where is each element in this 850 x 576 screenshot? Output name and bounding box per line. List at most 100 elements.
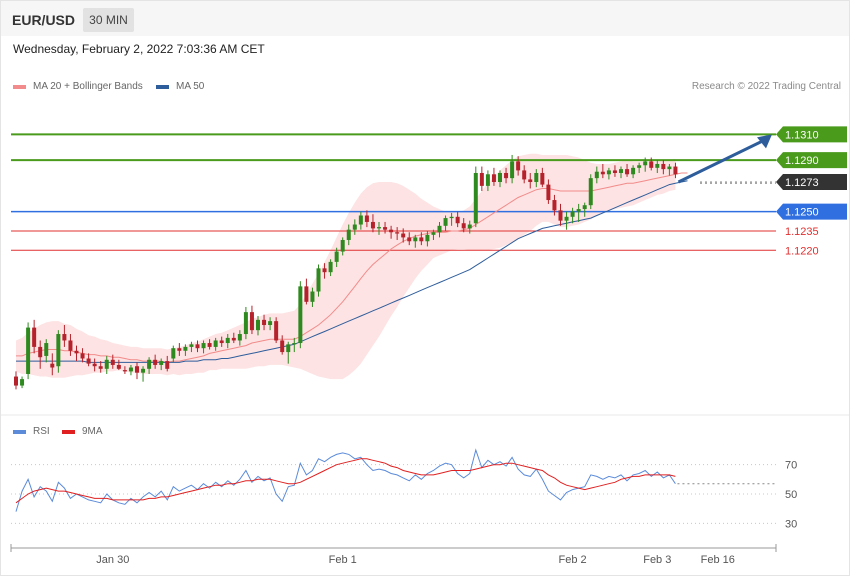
candle-body-88 [546, 184, 551, 201]
rsi-tick-label-70: 70 [785, 460, 797, 472]
candle-body-20 [135, 366, 139, 373]
candle-body-103 [637, 165, 642, 168]
candle-body-23 [153, 359, 158, 365]
projection-arrow-line [677, 138, 765, 184]
candle-body-75 [467, 224, 472, 229]
candle-body-46 [292, 343, 297, 345]
candle-body-40 [256, 319, 260, 331]
candle-body-77 [479, 172, 484, 186]
timeframe-button[interactable]: 30 MIN [83, 8, 134, 32]
candle-body-97 [600, 171, 605, 175]
candle-body-35 [225, 337, 230, 344]
level-tag-1-1250 [776, 203, 847, 220]
candle-body-80 [498, 172, 502, 183]
candle-body-41 [262, 319, 267, 326]
level-tag-1-1290 [776, 152, 847, 169]
candle-body-93 [576, 209, 581, 212]
ma50-label: MA 50 [176, 81, 205, 92]
candle-body-79 [491, 174, 496, 183]
candle-body-56 [352, 224, 357, 230]
candle-body-39 [249, 312, 254, 331]
candle-body-69 [431, 232, 436, 235]
level-tag-text-1-1290: 1.1290 [785, 155, 819, 167]
candle-body-59 [370, 221, 375, 229]
candle-body-68 [425, 234, 430, 242]
candle-body-95 [588, 178, 593, 206]
candle-body-15 [104, 359, 109, 369]
candle-body-76 [473, 172, 478, 224]
level-tag-text-1-1250: 1.1250 [785, 207, 819, 219]
candle-body-55 [346, 229, 351, 240]
level-tag-text-1-1310: 1.1310 [785, 129, 819, 141]
candle-body-19 [128, 367, 133, 372]
level-label-1-1220: 1.1220 [785, 245, 819, 257]
ma20-swatch [13, 84, 26, 89]
candle-body-109 [673, 166, 678, 175]
x-axis-label-feb-3: Feb 3 [643, 554, 671, 566]
candle-body-66 [413, 237, 418, 242]
candle-body-63 [395, 232, 400, 234]
candle-body-85 [528, 179, 533, 183]
candle-body-47 [298, 286, 303, 344]
bollinger-band-area [16, 153, 676, 380]
candle-body-50 [316, 268, 321, 292]
candle-body-43 [274, 321, 279, 341]
rsi-label: RSI [33, 426, 50, 437]
candle-body-37 [237, 334, 242, 341]
candle-body-54 [340, 239, 345, 252]
candle-body-91 [564, 216, 569, 221]
candle-body-70 [437, 225, 442, 233]
candle-body-38 [243, 312, 248, 335]
candle-body-7 [56, 334, 61, 367]
legend-ma20: MA 20 + Bollinger Bands [13, 81, 143, 92]
candle-body-8 [62, 334, 67, 341]
symbol-title: EUR/USD [12, 12, 76, 28]
candle-body-3 [32, 327, 37, 347]
x-axis-label-feb-1: Feb 1 [329, 554, 357, 566]
credit-text: Research © 2022 Trading Central [691, 81, 841, 92]
rsi-series-rsi-line [15, 448, 676, 512]
candle-body-1 [20, 379, 25, 386]
candle-body-0 [14, 376, 18, 386]
candle-body-51 [322, 268, 327, 273]
candle-body-4 [38, 346, 43, 358]
candle-body-83 [516, 161, 521, 171]
candle-body-61 [383, 227, 388, 230]
candle-body-10 [74, 350, 79, 354]
candle-body-14 [98, 366, 103, 369]
9ma-label: 9MA [82, 426, 103, 437]
x-axis-label-jan-30: Jan 30 [96, 554, 129, 566]
candle-body-11 [80, 353, 85, 359]
candle-body-5 [44, 343, 49, 356]
candle-body-100 [619, 169, 623, 173]
level-tag-1-1310 [776, 126, 847, 143]
candle-body-29 [189, 344, 194, 347]
candle-body-98 [606, 170, 611, 175]
candle-body-107 [661, 163, 666, 170]
projection-arrow-head [757, 134, 772, 149]
legend-rsi: RSI [13, 426, 50, 437]
candle-body-96 [594, 171, 599, 179]
candle-body-6 [50, 363, 55, 368]
header-bar: EUR/USD 30 MIN [1, 1, 849, 36]
candle-body-101 [625, 169, 630, 175]
candle-body-17 [116, 364, 121, 369]
candle-body-58 [364, 215, 369, 222]
rsi-tick-label-50: 50 [785, 489, 797, 501]
candle-body-72 [449, 216, 454, 219]
candle-body-18 [122, 370, 127, 372]
ma50-line [16, 180, 688, 363]
legend-ma50: MA 50 [156, 81, 204, 92]
ma20-label: MA 20 + Bollinger Bands [33, 81, 143, 92]
candle-body-73 [455, 216, 460, 224]
candle-body-21 [141, 368, 146, 373]
candle-body-67 [419, 237, 424, 242]
rsi-swatch [13, 429, 26, 434]
x-axis-label-feb-2: Feb 2 [559, 554, 587, 566]
timestamp: Wednesday, February 2, 2022 7:03:36 AM C… [13, 42, 265, 56]
candle-body-94 [582, 205, 587, 210]
candle-body-16 [110, 359, 115, 365]
candle-body-60 [377, 227, 381, 229]
candle-body-74 [461, 223, 466, 229]
level-tag-text-1-1273: 1.1273 [785, 177, 819, 189]
